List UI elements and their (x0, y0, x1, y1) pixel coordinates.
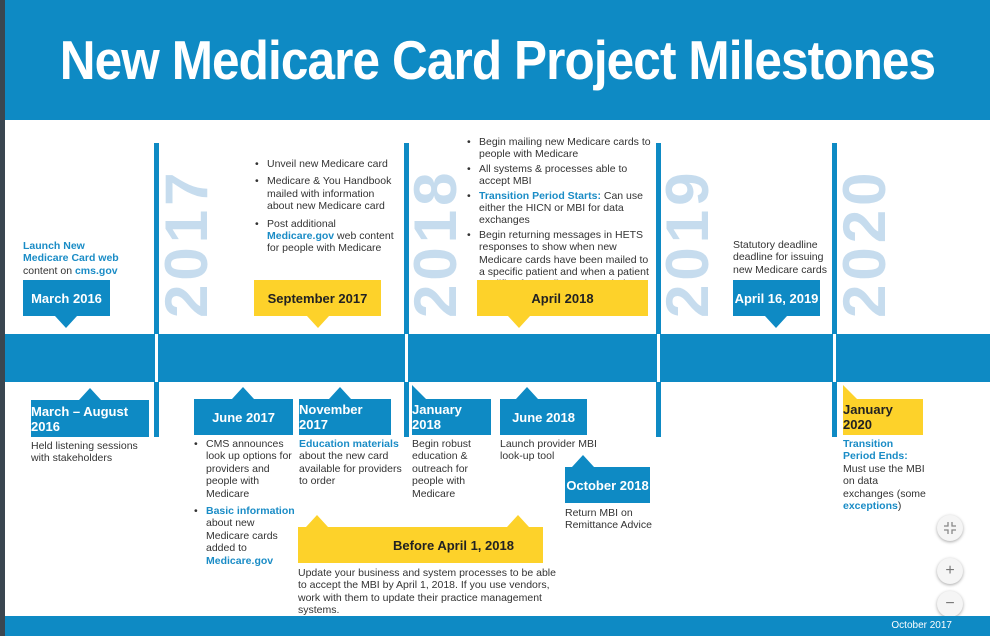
text: about the new card available for provide… (299, 450, 402, 488)
list-item: Begin mailing new Medicare cards to peop… (466, 136, 654, 161)
milestone-before-apr2018-text: Update your business and system processe… (298, 567, 556, 617)
pointer (516, 387, 538, 399)
pointer (306, 515, 328, 527)
timeline-band (5, 334, 990, 382)
exit-fullscreen-button[interactable] (937, 515, 963, 541)
exceptions-link[interactable]: exceptions (843, 500, 898, 513)
text: Post additional (267, 217, 336, 230)
medicare-gov-link[interactable]: Medicare.gov (206, 554, 274, 567)
band-gap (405, 334, 408, 382)
pointer (507, 515, 529, 527)
milestone-nov2017-text: Education materials about the new card a… (299, 438, 407, 488)
pointer (307, 316, 329, 328)
date-box-before-apr2018: Before April 1, 2018 (298, 527, 543, 563)
date-box-jan2020: January 2020 (843, 399, 923, 435)
date-box-jan2018: January 2018 (412, 399, 491, 435)
pointer (572, 455, 594, 467)
band-gap (833, 334, 836, 382)
date-box-apr2018: April 2018 (477, 280, 648, 316)
year-2020: 2020 (831, 168, 898, 318)
medicare-gov-link[interactable]: Medicare.gov (267, 230, 335, 243)
text: ) (897, 500, 902, 513)
divider-2019 (656, 143, 661, 437)
date-box-mar-aug2016: March – August 2016 (31, 400, 149, 437)
left-edge (0, 0, 5, 636)
pointer (329, 387, 351, 399)
milestone-jan2020-text: Transition Period Ends: Must use the MBI… (843, 438, 927, 512)
highlight: Education materials (299, 438, 399, 450)
divider-2020 (832, 143, 837, 437)
year-2019: 2019 (654, 168, 721, 318)
milestone-sep2017-list: Unveil new Medicare card Medicare & You … (254, 158, 394, 260)
list-item: All systems & processes able to accept M… (466, 163, 654, 188)
date-box-jun2017: June 2017 (194, 399, 293, 435)
list-item: Unveil new Medicare card (254, 158, 394, 171)
footer-date: October 2017 (891, 620, 952, 631)
date-box-jun2018: June 2018 (500, 399, 587, 435)
date-box-sep2017: September 2017 (254, 280, 381, 316)
highlight: Basic information (206, 505, 295, 518)
pointer (843, 385, 857, 399)
milestone-jun2018-text: Launch provider MBI look-up tool (500, 438, 597, 463)
text: about new Medicare cards added to (206, 517, 278, 555)
list-item: Medicare & You Handbook mailed with info… (254, 175, 394, 212)
date-box-nov2017: November 2017 (299, 399, 391, 435)
highlight: Transition Period Starts: (479, 189, 601, 202)
milestone-jan2018-text: Begin robust education & outreach for pe… (412, 438, 471, 500)
band-gap (155, 334, 158, 382)
text: Can use either the HICN or MBI for data … (479, 189, 643, 227)
page-title: New Medicare Card Project Milestones (59, 29, 936, 91)
pointer (412, 385, 426, 399)
text: Must use the MBI on data exchanges (some (843, 462, 926, 500)
highlight: Medicare Card web (23, 252, 119, 265)
text: content on (23, 264, 75, 277)
exit-fullscreen-icon (944, 522, 956, 534)
divider-2018 (404, 143, 409, 437)
list-item: Basic information about new Medicare car… (193, 505, 296, 567)
milestone-apr2019-text: Statutory deadline deadline for issuing … (733, 239, 827, 276)
list-item: CMS announces look up options for provid… (193, 438, 296, 500)
milestone-oct2018-text: Return MBI on Remittance Advice (565, 507, 652, 532)
highlight: Transition Period Ends: (843, 438, 908, 463)
pointer (232, 387, 254, 399)
divider-2017 (154, 143, 159, 437)
zoom-in-button[interactable]: + (937, 558, 963, 584)
band-gap (657, 334, 660, 382)
pointer (508, 316, 530, 328)
list-item: Post additional Medicare.gov web content… (254, 218, 394, 255)
text: web content for people with Medicare (267, 230, 394, 255)
pointer (55, 316, 77, 328)
milestone-mar2016-text: Launch New Medicare Card web content on … (23, 240, 148, 277)
date-box-oct2018: October 2018 (565, 467, 650, 503)
year-2018: 2018 (402, 168, 469, 318)
pointer (79, 388, 101, 400)
header-band (5, 0, 990, 120)
highlight: Launch New (23, 240, 85, 252)
milestone-mar-aug2016-text: Held listening sessions with stakeholder… (31, 440, 138, 465)
milestone-apr2018-list: Begin mailing new Medicare cards to peop… (466, 136, 654, 303)
year-2017: 2017 (153, 168, 220, 318)
cms-gov-link[interactable]: cms.gov (74, 264, 118, 277)
date-box-apr2019: April 16, 2019 (733, 280, 820, 316)
list-item: Transition Period Starts: Can use either… (466, 190, 654, 227)
date-box-mar2016: March 2016 (23, 280, 110, 316)
footer-band (5, 616, 990, 636)
milestone-jun2017-list: CMS announces look up options for provid… (193, 438, 296, 572)
zoom-out-button[interactable]: − (937, 591, 963, 617)
pointer (765, 316, 787, 328)
